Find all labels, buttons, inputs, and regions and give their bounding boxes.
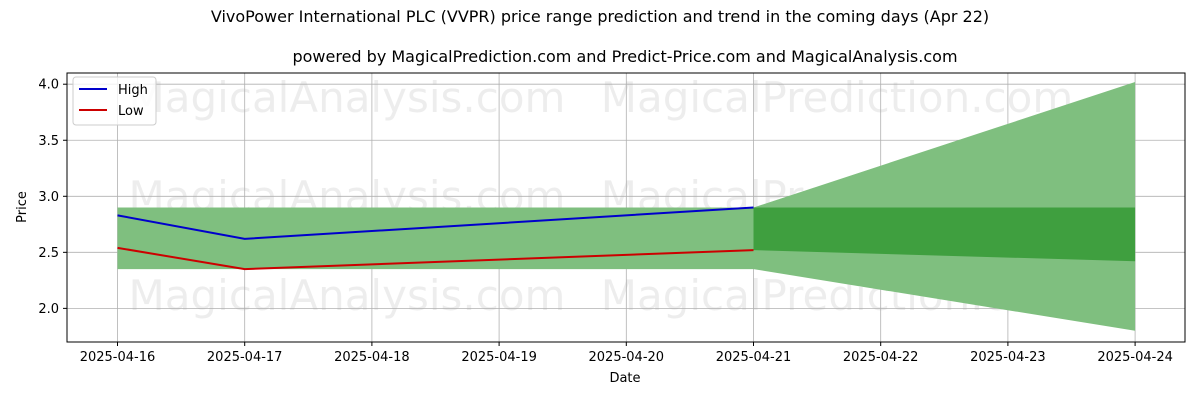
watermark-text: MagicalAnalysis.com (129, 73, 566, 122)
prediction-bands (117, 81, 1136, 331)
x-axis: 2025-04-16 2025-04-17 2025-04-18 2025-04-19… (80, 342, 1173, 365)
prediction-inner-band (753, 207, 1136, 262)
legend-high-label: High (118, 83, 148, 98)
legend: High Low (72, 76, 157, 126)
series-lines (117, 206, 754, 271)
chart-subtitle: powered by MagicalPrediction.com and Pre… (292, 47, 957, 66)
x-tick-label: 2025-04-22 (843, 350, 919, 365)
y-tick-label: 3.5 (38, 134, 59, 149)
x-tick-label: 2025-04-19 (461, 350, 537, 365)
x-tick-label: 2025-04-23 (970, 350, 1046, 365)
y-axis-label: Price (15, 191, 30, 223)
y-tick-label: 2.5 (38, 246, 59, 261)
series-line-high (117, 206, 754, 240)
y-tick-label: 2.0 (38, 302, 59, 317)
x-tick-label: 2025-04-20 (589, 350, 665, 365)
watermark-text: MagicalPrediction.com (601, 73, 1074, 122)
chart-title: VivoPower International PLC (VVPR) price… (211, 7, 989, 26)
legend-low-label: Low (118, 104, 144, 119)
x-tick-label: 2025-04-16 (80, 350, 156, 365)
x-tick-label: 2025-04-21 (716, 350, 792, 365)
x-tick-label: 2025-04-18 (334, 350, 410, 365)
y-tick-label: 3.0 (38, 190, 59, 205)
y-tick-label: 4.0 (38, 78, 59, 93)
x-tick-label: 2025-04-24 (1097, 350, 1173, 365)
x-tick-label: 2025-04-17 (207, 350, 283, 365)
prediction-outer-band (753, 81, 1136, 331)
watermark-text: MagicalAnalysis.com (129, 271, 566, 320)
x-axis-label: Date (609, 371, 640, 386)
y-axis: 2.0 2.5 3.0 3.5 4.0 (38, 78, 67, 317)
series-line-low (117, 246, 754, 271)
historical-range-band (117, 207, 754, 270)
